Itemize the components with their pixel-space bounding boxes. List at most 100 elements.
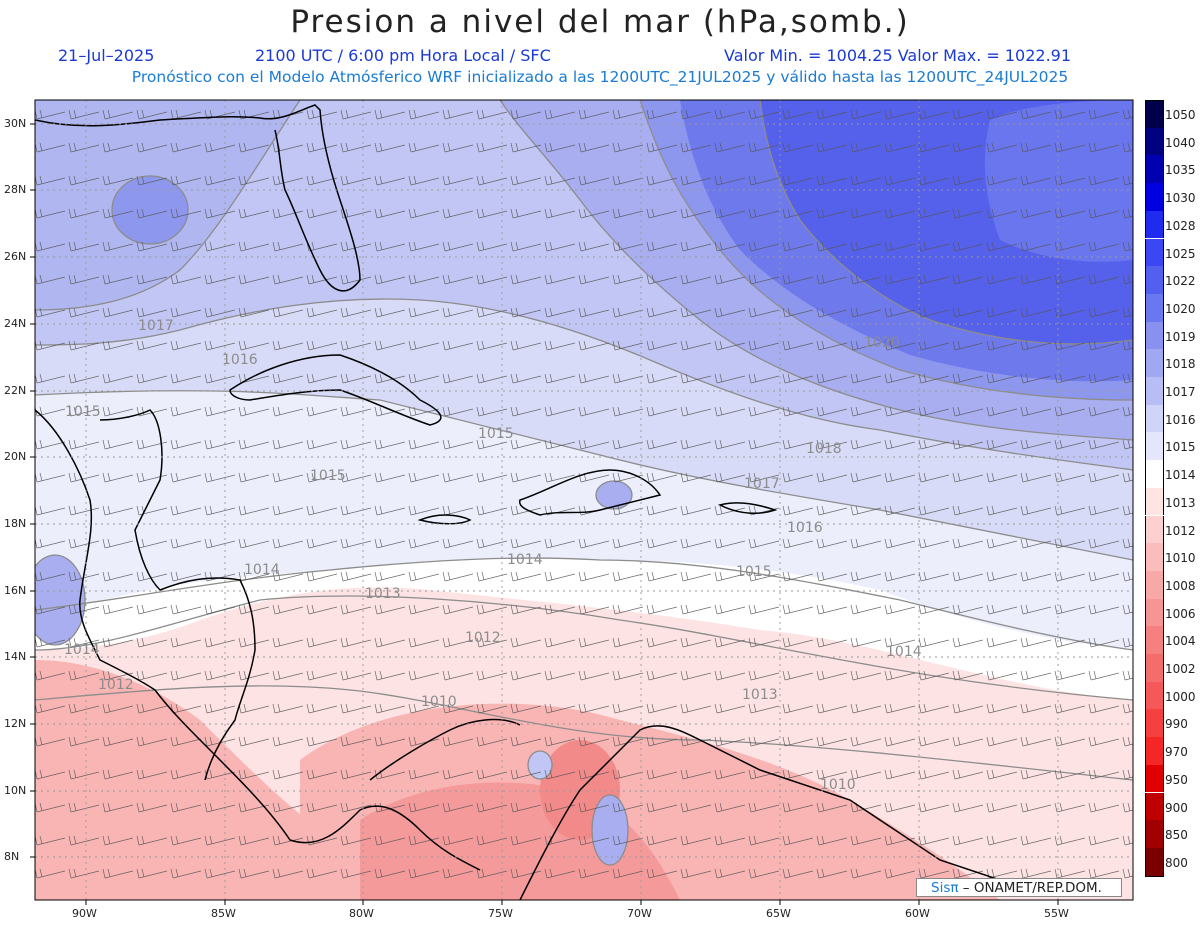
colorbar-swatch <box>1145 404 1164 433</box>
lat-label-8n: 8N <box>4 850 20 863</box>
contour-label: 1014 <box>886 644 922 660</box>
lon-label-90w: 90W <box>72 907 97 920</box>
colorbar-label: 1015 <box>1165 440 1196 455</box>
credit-brand: Sisπ <box>931 880 959 896</box>
lon-label-55w: 55W <box>1044 907 1069 920</box>
colorbar-swatch <box>1145 487 1164 516</box>
colorbar-swatch <box>1145 570 1164 599</box>
colorbar-swatch <box>1145 238 1164 267</box>
credit-box: Sisπ – ONAMET/REP.DOM. <box>916 878 1122 897</box>
lat-label-14n: 14N <box>4 650 27 663</box>
colorbar-swatch <box>1145 792 1164 821</box>
colorbar-swatch <box>1145 654 1164 682</box>
contour-label: 1015 <box>736 564 772 580</box>
contour-label: 1013 <box>365 586 401 602</box>
contour-label: 1017 <box>744 476 780 492</box>
colorbar-label: 1019 <box>1165 329 1196 344</box>
lat-label-12n: 12N <box>4 717 27 730</box>
colorbar-label: 1040 <box>1165 135 1196 150</box>
contour-label: 1014 <box>244 562 280 578</box>
colorbar-swatch <box>1145 127 1164 156</box>
colorbar-label: 1025 <box>1165 246 1196 261</box>
lon-label-60w: 60W <box>905 907 930 920</box>
lon-label-65w: 65W <box>766 907 791 920</box>
contour-label: 1020 <box>864 335 900 351</box>
contour-label: 1016 <box>787 520 823 536</box>
colorbar-swatch <box>1145 100 1164 129</box>
colorbar-label: 1010 <box>1165 551 1196 566</box>
lat-label-30n: 30N <box>4 117 27 130</box>
lat-label-24n: 24N <box>4 317 27 330</box>
contour-label: 1014 <box>64 642 100 658</box>
colorbar-swatch <box>1145 515 1164 544</box>
lat-label-26n: 26N <box>4 250 27 263</box>
lat-label-22n: 22N <box>4 384 27 397</box>
lon-label-70w: 70W <box>627 907 652 920</box>
colorbar-swatch <box>1145 764 1164 793</box>
graticule <box>35 100 1133 900</box>
colorbar-label: 1020 <box>1165 301 1196 316</box>
colorbar-label: 1004 <box>1165 634 1196 649</box>
contour-label: 1010 <box>820 777 856 793</box>
colorbar-swatch <box>1145 266 1164 294</box>
colorbar-swatch <box>1145 681 1164 710</box>
colorbar-swatch <box>1145 210 1164 239</box>
lat-label-28n: 28N <box>4 183 27 196</box>
lon-label-75w: 75W <box>488 907 513 920</box>
colorbar-swatch <box>1145 155 1164 184</box>
colorbar-label: 1012 <box>1165 523 1196 538</box>
contour-label: 1018 <box>806 441 842 457</box>
colorbar-swatch <box>1145 377 1164 405</box>
colorbar-swatch <box>1145 626 1164 654</box>
colorbar-label: 990 <box>1165 717 1188 732</box>
colorbar-label: 1028 <box>1165 218 1196 233</box>
map-area <box>35 100 1133 900</box>
colorbar-label: 1006 <box>1165 606 1196 621</box>
contour-label: 1015 <box>310 468 346 484</box>
colorbar-label: 1014 <box>1165 468 1196 483</box>
contour-labels: 1017 1016 1015 1015 1015 1014 1014 1013 … <box>64 318 922 793</box>
colorbar-swatch <box>1145 709 1164 738</box>
colorbar-label: 800 <box>1165 855 1188 870</box>
colorbar-label: 1050 <box>1165 108 1196 122</box>
colorbar-swatch <box>1145 543 1164 571</box>
contour-label: 1015 <box>65 404 101 420</box>
colorbar-label: 1035 <box>1165 163 1196 178</box>
forecast-description: Pronóstico con el Modelo Atmósferico WRF… <box>131 68 1069 86</box>
colorbar-label: 1017 <box>1165 385 1196 399</box>
colorbar-label: 950 <box>1165 772 1188 787</box>
colorbar-swatch <box>1145 183 1164 211</box>
contour-label: 1012 <box>98 677 134 693</box>
colorbar-swatch <box>1145 321 1164 350</box>
contour-label: 1013 <box>742 687 778 703</box>
colorbar-label: 850 <box>1165 828 1188 843</box>
colorbar-label: 900 <box>1165 800 1188 815</box>
colorbar-label: 1016 <box>1165 412 1196 427</box>
colorbar-label: 1013 <box>1165 495 1196 510</box>
colorbar-label: 1030 <box>1165 191 1196 206</box>
lon-label-85w: 85W <box>211 907 236 920</box>
colorbar-swatch <box>1145 293 1164 322</box>
colorbar-swatch <box>1145 598 1164 627</box>
lat-label-10n: 10N <box>4 784 27 797</box>
lon-label-80w: 80W <box>349 907 374 920</box>
contour-label: 1016 <box>222 352 258 368</box>
lat-label-16n: 16N <box>4 584 27 597</box>
coastlines <box>35 104 1031 900</box>
map-frame <box>34 99 1134 901</box>
min-max-values: Valor Min. = 1004.25 Valor Max. = 1022.9… <box>724 46 1072 65</box>
colorbar-swatch <box>1145 349 1164 377</box>
colorbar-swatch <box>1145 737 1164 765</box>
colorbar-label: 1008 <box>1165 578 1196 593</box>
contour-label: 1010 <box>421 694 457 710</box>
colorbar-swatch <box>1145 432 1164 461</box>
contour-label: 1015 <box>478 426 514 442</box>
lat-label-18n: 18N <box>4 517 27 530</box>
colorbar-label: 1000 <box>1165 689 1196 704</box>
chart-title: Presion a nivel del mar (hPa,somb.) <box>290 4 910 40</box>
contour-label: 1012 <box>465 630 501 646</box>
colorbar-swatch <box>1145 460 1164 488</box>
colorbar-label: 1002 <box>1165 662 1196 676</box>
colorbar-swatch <box>1145 820 1164 848</box>
